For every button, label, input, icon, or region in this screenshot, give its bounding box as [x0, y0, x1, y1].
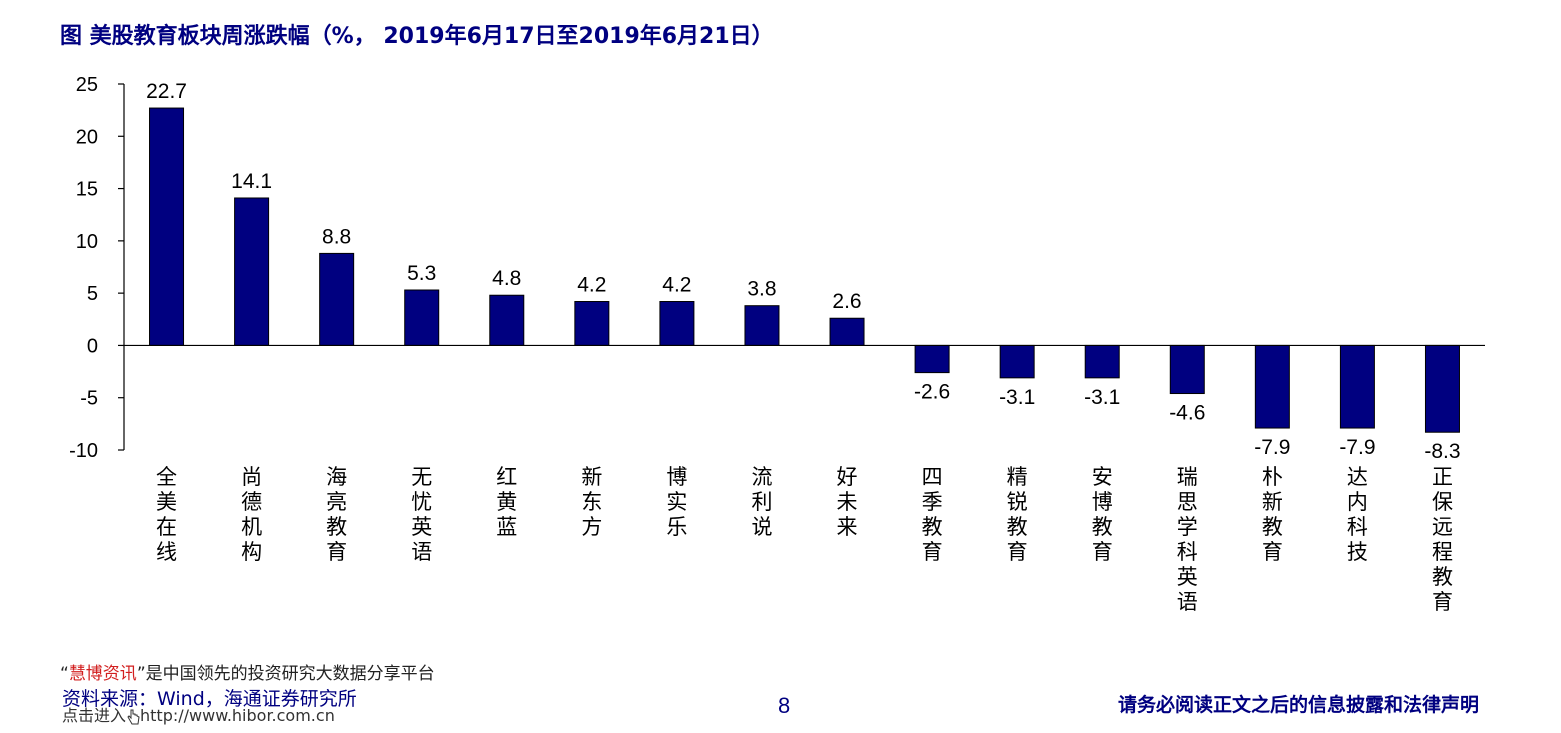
bar: [234, 197, 270, 346]
bar: [404, 289, 440, 346]
data-label: 4.2: [662, 274, 691, 297]
y-tick-label: 10: [76, 231, 98, 253]
data-label: 8.8: [322, 225, 351, 248]
page-number: 8: [778, 693, 791, 718]
category-label: 精锐教育: [1007, 465, 1028, 564]
category-label: 尚德机构: [241, 465, 262, 564]
data-label: 5.3: [407, 262, 436, 285]
category-label: 达内科技: [1347, 465, 1368, 564]
data-label: -3.1: [999, 386, 1035, 409]
bar: [1424, 344, 1460, 433]
category-label: 安博教育: [1092, 465, 1113, 564]
data-label: 2.6: [832, 290, 861, 313]
y-tick-label: 15: [76, 179, 98, 201]
bar: [149, 107, 185, 346]
data-label: 14.1: [231, 170, 272, 193]
bar: [829, 317, 865, 346]
data-label: -8.3: [1424, 440, 1460, 463]
y-tick-label: 20: [76, 126, 98, 148]
data-label: 3.8: [747, 278, 776, 301]
site-link-label: 点击进入: [62, 706, 127, 725]
data-label: -7.9: [1339, 436, 1375, 459]
category-label: 流利说: [751, 465, 772, 539]
category-label: 正保远程教育: [1432, 465, 1453, 614]
watermark-text: “慧博资讯”是中国领先的投资研究大数据分享平台: [60, 659, 435, 684]
bar-chart: 25 20 15 10 5 0 -5 -10 22.7 全美在线 14.1 尚德机构 8.8 海亮教育 5.…: [69, 74, 1485, 614]
watermark-rest: ”是中国领先的投资研究大数据分享平台: [136, 664, 435, 684]
category-label: 博实乐: [666, 465, 687, 539]
data-label: 22.7: [146, 80, 187, 103]
bar: [659, 301, 695, 346]
bar: [1339, 344, 1375, 429]
bar: [914, 344, 950, 374]
data-label: 4.8: [492, 267, 521, 290]
y-tick-label: -5: [80, 388, 98, 410]
watermark-quote-open: “: [60, 664, 69, 684]
data-source: 资料来源：Wind，海通证券研究所: [62, 688, 357, 710]
bar: [999, 344, 1035, 379]
bar: [574, 301, 610, 346]
category-label: 四季教育: [922, 465, 943, 564]
hand-cursor-icon: [127, 709, 140, 724]
y-tick-label: 25: [76, 74, 98, 96]
chart-title: 图 美股教育板块周涨跌幅（%， 2019年6月17日至2019年6月21日）: [60, 24, 774, 49]
category-label: 好未来: [837, 465, 858, 539]
legal-disclaimer[interactable]: 请务必阅读正文之后的信息披露和法律声明: [1117, 694, 1479, 716]
data-label: -4.6: [1169, 402, 1205, 425]
data-label: -7.9: [1254, 436, 1290, 459]
category-label: 朴新教育: [1262, 465, 1283, 564]
bar: [1084, 344, 1120, 379]
category-label: 全美在线: [156, 465, 177, 564]
category-label: 无忧英语: [411, 465, 432, 564]
bar: [1254, 344, 1290, 429]
category-label: 新东方: [581, 465, 602, 539]
watermark-brand[interactable]: 慧博资讯: [68, 664, 137, 684]
category-label: 瑞思学科英语: [1177, 465, 1198, 614]
site-link-url[interactable]: http://www.hibor.com.cn: [140, 706, 335, 725]
data-label: -3.1: [1084, 386, 1120, 409]
y-tick-label: -10: [69, 440, 98, 462]
bar: [1169, 344, 1205, 395]
bar: [744, 305, 780, 346]
site-link[interactable]: 点击进入 http://www.hibor.com.cn: [62, 702, 335, 726]
bar: [489, 294, 525, 346]
y-tick-label: 0: [87, 335, 98, 357]
bar: [319, 252, 355, 346]
category-label: 海亮教育: [326, 465, 347, 564]
y-tick-label: 5: [87, 283, 98, 305]
data-label: 4.2: [577, 274, 606, 297]
category-label: 红黄蓝: [496, 465, 517, 539]
data-label: -2.6: [914, 381, 950, 404]
